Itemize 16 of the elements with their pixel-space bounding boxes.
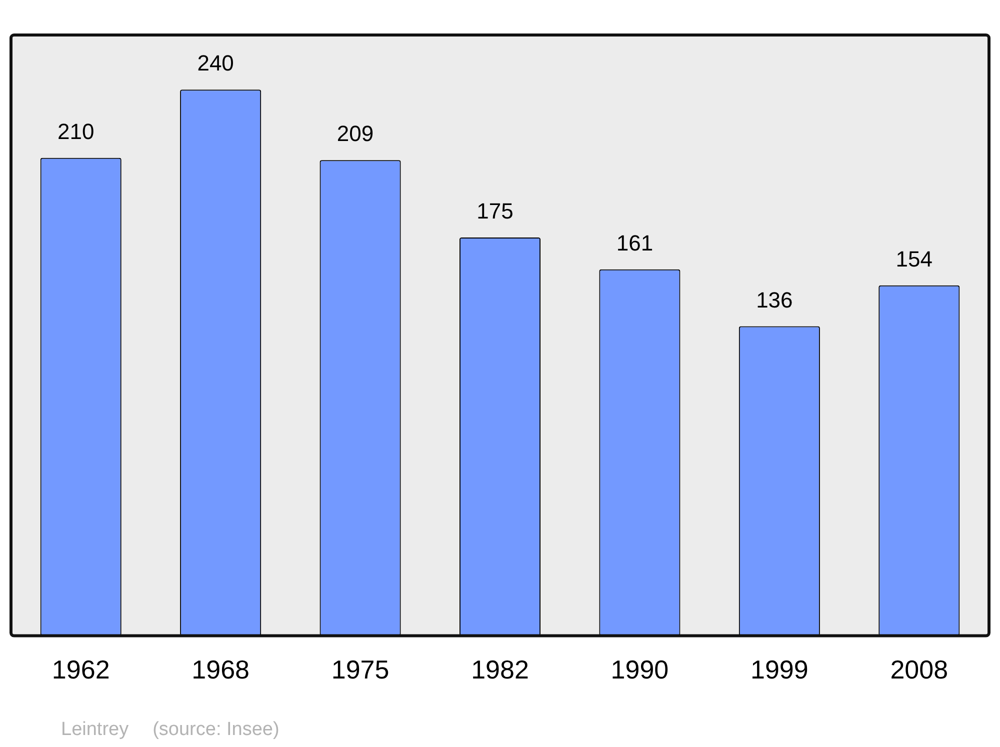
data-label: 240: [197, 50, 234, 76]
x-tick-label: 1982: [471, 654, 529, 685]
data-label: 154: [896, 246, 932, 272]
x-tick-label: 1962: [52, 654, 110, 685]
text: (source: Insee): [152, 719, 280, 740]
text: Leintrey: [61, 719, 130, 740]
data-label: 209: [336, 121, 374, 146]
x-tick-label: 1999: [750, 654, 808, 685]
x-tick-label: 1975: [331, 654, 390, 685]
data-label: 175: [476, 198, 514, 224]
x-tick-label: 1968: [192, 654, 250, 685]
data-label: 161: [616, 230, 654, 256]
data-label: 136: [756, 287, 793, 312]
x-tick-label: 1990: [610, 654, 669, 685]
x-tick-label: 2008: [890, 654, 948, 685]
data-label: 210: [58, 118, 94, 144]
